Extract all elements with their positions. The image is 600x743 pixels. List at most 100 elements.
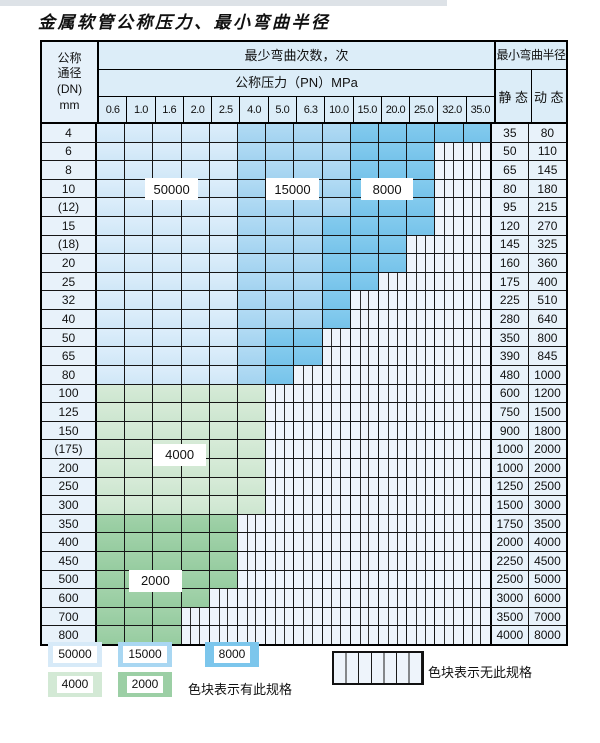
- spec-cell-4000次: [153, 384, 182, 403]
- dynamic-radius-value: 845: [528, 347, 566, 365]
- spec-cell-2000次: [181, 533, 210, 552]
- spec-cell-15000次: [238, 198, 267, 217]
- spec-cell-4000次: [125, 421, 154, 440]
- pressure-header-1.6: 1.6: [156, 97, 184, 122]
- no-spec-cell: [322, 421, 351, 440]
- no-spec-cell: [407, 347, 436, 365]
- no-spec-cell: [294, 477, 323, 496]
- static-radius-value: 65: [491, 161, 529, 179]
- no-spec-cell: [350, 403, 380, 421]
- spec-cell-2000次: [125, 514, 154, 533]
- no-spec-cell: [463, 384, 492, 403]
- dynamic-radius-value: 215: [528, 198, 566, 217]
- spec-cell-8000次: [350, 235, 380, 254]
- spec-cell-4000次: [238, 421, 267, 440]
- spec-cell-15000次: [294, 142, 323, 161]
- dn-cell: 8: [42, 161, 97, 179]
- no-spec-cell: [463, 626, 492, 645]
- static-radius-value: 1250: [491, 477, 529, 496]
- spec-cell-2000次: [153, 589, 182, 607]
- dn-cell: 50: [42, 328, 97, 347]
- static-radius-value: 145: [491, 235, 529, 254]
- spec-cell-15000次: [294, 310, 323, 328]
- dynamic-radius-value: 180: [528, 179, 566, 198]
- dynamic-radius-value: 80: [528, 124, 566, 142]
- no-spec-cell: [379, 533, 408, 552]
- spec-cell-8000次: [350, 254, 380, 272]
- no-spec-cell: [407, 626, 436, 645]
- dn-cell: 200: [42, 458, 97, 477]
- dn-cell: 15: [42, 217, 97, 235]
- spec-cell-4000次: [238, 403, 267, 421]
- spec-cell-2000次: [97, 626, 126, 645]
- no-spec-cell: [435, 235, 464, 254]
- no-spec-cell: [435, 626, 464, 645]
- spec-cell-4000次: [97, 440, 126, 458]
- table-row-dn-25: 25 175 400: [42, 272, 566, 292]
- no-spec-cell: [350, 458, 380, 477]
- spec-cell-15000次: [266, 291, 295, 310]
- no-spec-cell: [266, 552, 295, 570]
- no-spec-cell: [463, 142, 492, 161]
- no-spec-cell: [266, 533, 295, 552]
- no-spec-cell: [407, 291, 436, 310]
- no-spec-cell: [463, 235, 492, 254]
- table-row-dn-400: 400 2000 4000: [42, 533, 566, 553]
- spec-cell-15000次: [238, 310, 267, 328]
- spec-cell-50000次: [181, 254, 210, 272]
- spec-cell-15000次: [294, 217, 323, 235]
- no-spec-cell: [379, 365, 408, 384]
- spec-cell-50000次: [97, 328, 126, 347]
- dn-cell: (175): [42, 440, 97, 458]
- dynamic-radius-value: 1200: [528, 384, 566, 403]
- spec-cell-15000次: [266, 161, 295, 179]
- no-spec-cell: [350, 570, 380, 589]
- dynamic-radius-value: 1000: [528, 365, 566, 384]
- no-spec-cell: [322, 552, 351, 570]
- spec-cell-8000次: [350, 198, 380, 217]
- spec-cell-15000次: [294, 124, 323, 142]
- pressure-header-2.0: 2.0: [184, 97, 213, 122]
- spec-cell-8000次: [322, 272, 351, 291]
- no-spec-cell: [407, 235, 436, 254]
- spec-cell-2000次: [209, 533, 239, 552]
- dynamic-radius-value: 110: [528, 142, 566, 161]
- no-spec-cell: [463, 403, 492, 421]
- table-row-dn-50: 50 350 800: [42, 328, 566, 348]
- no-spec-cell: [407, 254, 436, 272]
- legend-block-4000: 4000: [48, 672, 102, 697]
- no-spec-cell: [379, 291, 408, 310]
- no-spec-cell: [463, 552, 492, 570]
- no-spec-cell: [181, 607, 210, 626]
- spec-cell-15000次: [294, 235, 323, 254]
- spec-cell-50000次: [125, 347, 154, 365]
- spec-cell-50000次: [153, 198, 182, 217]
- spec-cell-4000次: [181, 421, 210, 440]
- spec-cell-50000次: [209, 365, 239, 384]
- static-header: 静 态: [496, 70, 532, 122]
- no-spec-cell: [379, 310, 408, 328]
- spec-cell-8000次: [379, 235, 408, 254]
- dn-cell: 400: [42, 533, 97, 552]
- no-spec-cell: [407, 533, 436, 552]
- spec-cell-15000次: [238, 291, 267, 310]
- spec-cell-50000次: [153, 235, 182, 254]
- spec-cell-50000次: [209, 347, 239, 365]
- spec-cell-50000次: [153, 254, 182, 272]
- no-spec-cell: [322, 458, 351, 477]
- static-radius-value: 480: [491, 365, 529, 384]
- static-radius-value: 1000: [491, 440, 529, 458]
- dn-cell: 125: [42, 403, 97, 421]
- no-spec-cell: [294, 570, 323, 589]
- dynamic-radius-value: 3500: [528, 514, 566, 533]
- spec-cell-50000次: [125, 124, 154, 142]
- table-row-dn-200: 200 1000 2000: [42, 458, 566, 478]
- pressure-header-2.5: 2.5: [212, 97, 241, 122]
- spec-cell-15000次: [266, 254, 295, 272]
- dn-cell: (18): [42, 235, 97, 254]
- dn-header-line: (DN): [56, 82, 83, 96]
- no-spec-cell: [463, 514, 492, 533]
- radius-header-group: 最小弯曲半径 静 态 动 态: [496, 42, 566, 122]
- dn-cell: 500: [42, 570, 97, 589]
- table-row-dn-150: 150 900 1800: [42, 421, 566, 441]
